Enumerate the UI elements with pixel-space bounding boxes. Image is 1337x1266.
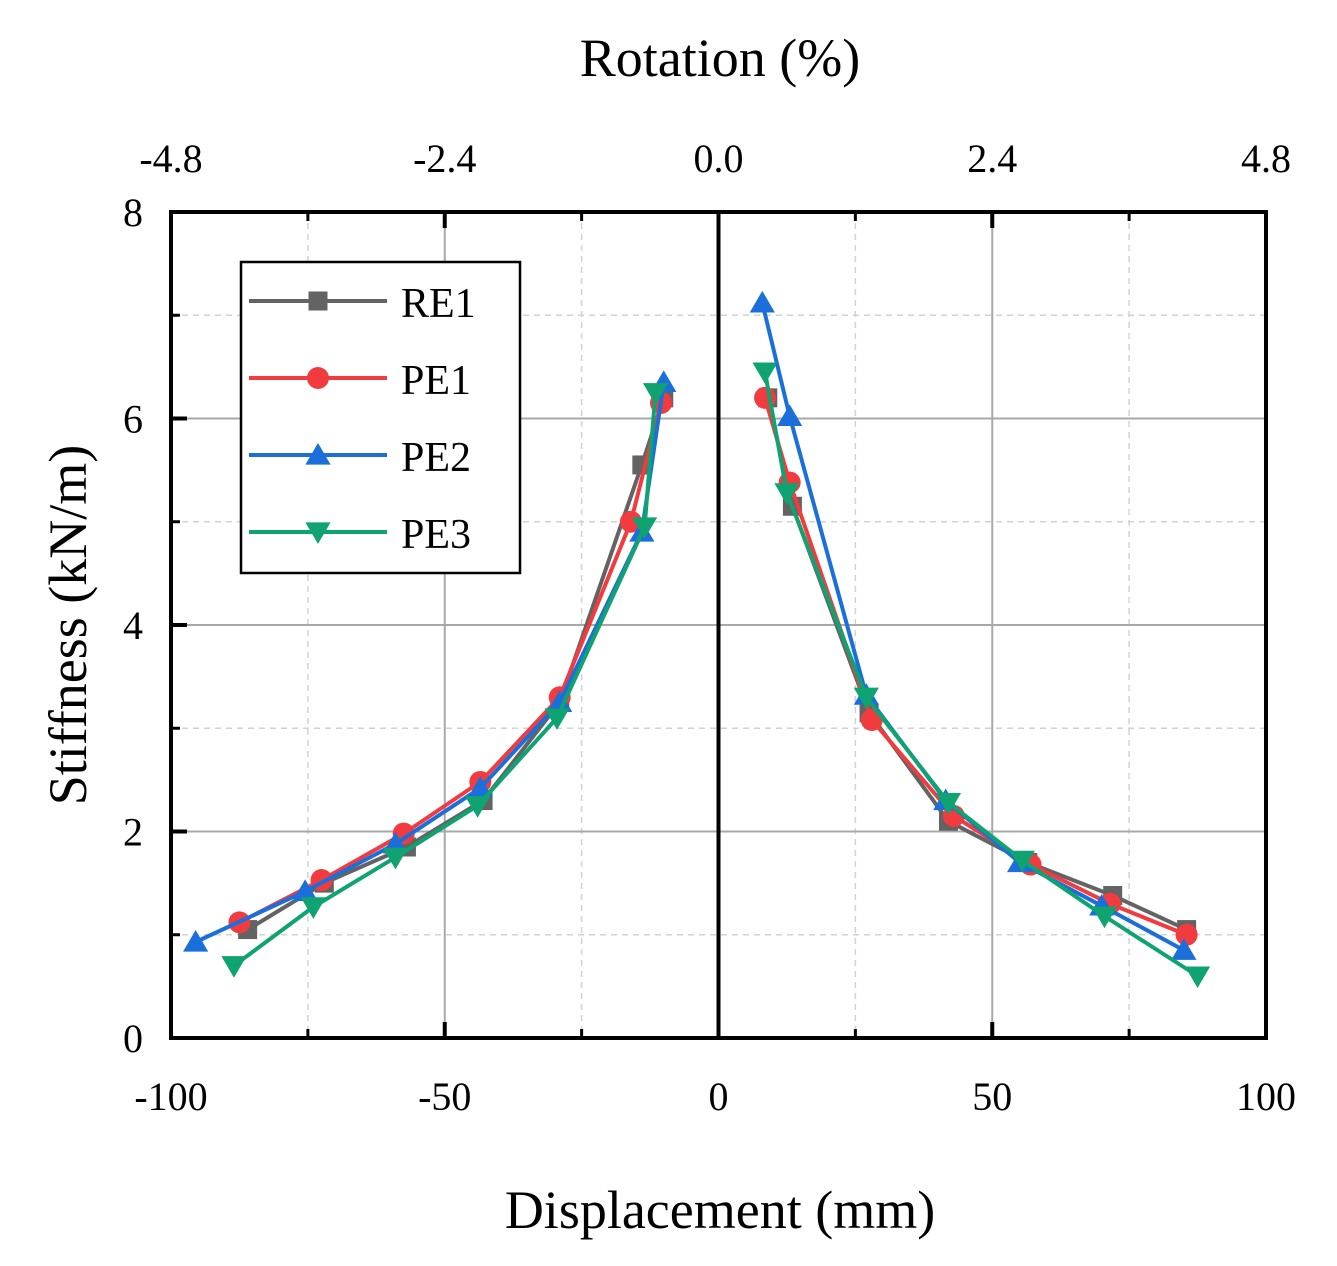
data-point-pe3 [631, 517, 658, 539]
series-line-pe1-positive [763, 397, 1188, 937]
legend-marker-re1 [308, 291, 328, 311]
x2-tick-label: 4.8 [1241, 136, 1291, 181]
data-point-pe2 [749, 290, 775, 313]
x2-tick-label: -4.8 [139, 136, 202, 181]
y-axis-title: Stiffness (kN/m) [38, 445, 98, 806]
x2-tick-label: 2.4 [967, 136, 1017, 181]
data-point-pe2 [547, 690, 573, 713]
data-point-pe3 [774, 483, 800, 505]
ticks-layer [169, 210, 1268, 1040]
legend-item-pe1: PE1 [249, 358, 471, 404]
y-tick-label: 6 [123, 397, 143, 442]
y-tick-label: 8 [123, 190, 143, 235]
data-point-pe1 [619, 510, 642, 533]
x-tick-label: 100 [1236, 1074, 1296, 1119]
x-axis-title: Displacement (mm) [505, 1180, 935, 1240]
legend-marker-pe2 [305, 443, 331, 465]
y-tick-label: 0 [123, 1016, 143, 1061]
legend-marker-pe1 [307, 367, 329, 389]
x2-tick-label: -2.4 [413, 136, 476, 181]
legend-item-re1: RE1 [249, 281, 476, 327]
data-point-pe3 [382, 847, 409, 870]
series-pe3 [221, 362, 1211, 989]
series-line-re1-positive [765, 397, 1188, 932]
x2-axis-title: Rotation (%) [580, 28, 860, 88]
x-tick-label: 50 [972, 1074, 1012, 1119]
y-tick-label: 4 [123, 603, 143, 648]
data-point-pe2 [292, 879, 318, 901]
legend-marker-pe3 [305, 522, 331, 544]
x-tick-label: -100 [134, 1074, 207, 1119]
data-point-pe1 [1175, 923, 1198, 946]
y-tick-label: 2 [123, 810, 143, 855]
data-point-pe2 [467, 776, 493, 798]
legend-item-pe3: PE3 [249, 512, 471, 558]
x2-tick-label: 0.0 [694, 136, 744, 181]
data-point-pe3 [465, 796, 491, 818]
legend-box [239, 260, 522, 575]
data-point-pe3 [752, 362, 778, 385]
series-line-pe2-positive [760, 302, 1185, 952]
series-layer [183, 290, 1211, 989]
data-point-pe3 [853, 687, 879, 710]
data-point-pe3 [642, 383, 669, 405]
data-point-pe2 [183, 929, 209, 952]
legend-label-pe2: PE2 [401, 435, 471, 481]
tick-labels-layer: -100 -50 0 50 100 -4.8 -2.4 0.0 2.4 4.8 0 2 4 6 8 [123, 136, 1296, 1119]
data-point-pe3 [544, 708, 570, 730]
legend-label-pe3: PE3 [401, 512, 471, 558]
data-point-pe2 [777, 404, 803, 427]
data-point-pe3 [300, 897, 326, 919]
data-point-pe3 [1184, 966, 1211, 989]
data-point-pe2 [1171, 938, 1197, 960]
legend-label-re1: RE1 [401, 281, 476, 327]
data-point-pe3 [1091, 906, 1118, 929]
x-tick-label: -50 [418, 1074, 471, 1119]
legend: RE1 PE1 PE2 PE3 [239, 260, 522, 575]
legend-label-pe1: PE1 [401, 358, 471, 404]
data-point-pe3 [221, 956, 247, 978]
data-point-pe3 [1009, 850, 1035, 873]
legend-item-pe2: PE2 [249, 435, 471, 481]
x-tick-label: 0 [709, 1074, 729, 1119]
data-point-pe3 [935, 792, 962, 815]
series-line-pe3-positive [763, 371, 1199, 978]
